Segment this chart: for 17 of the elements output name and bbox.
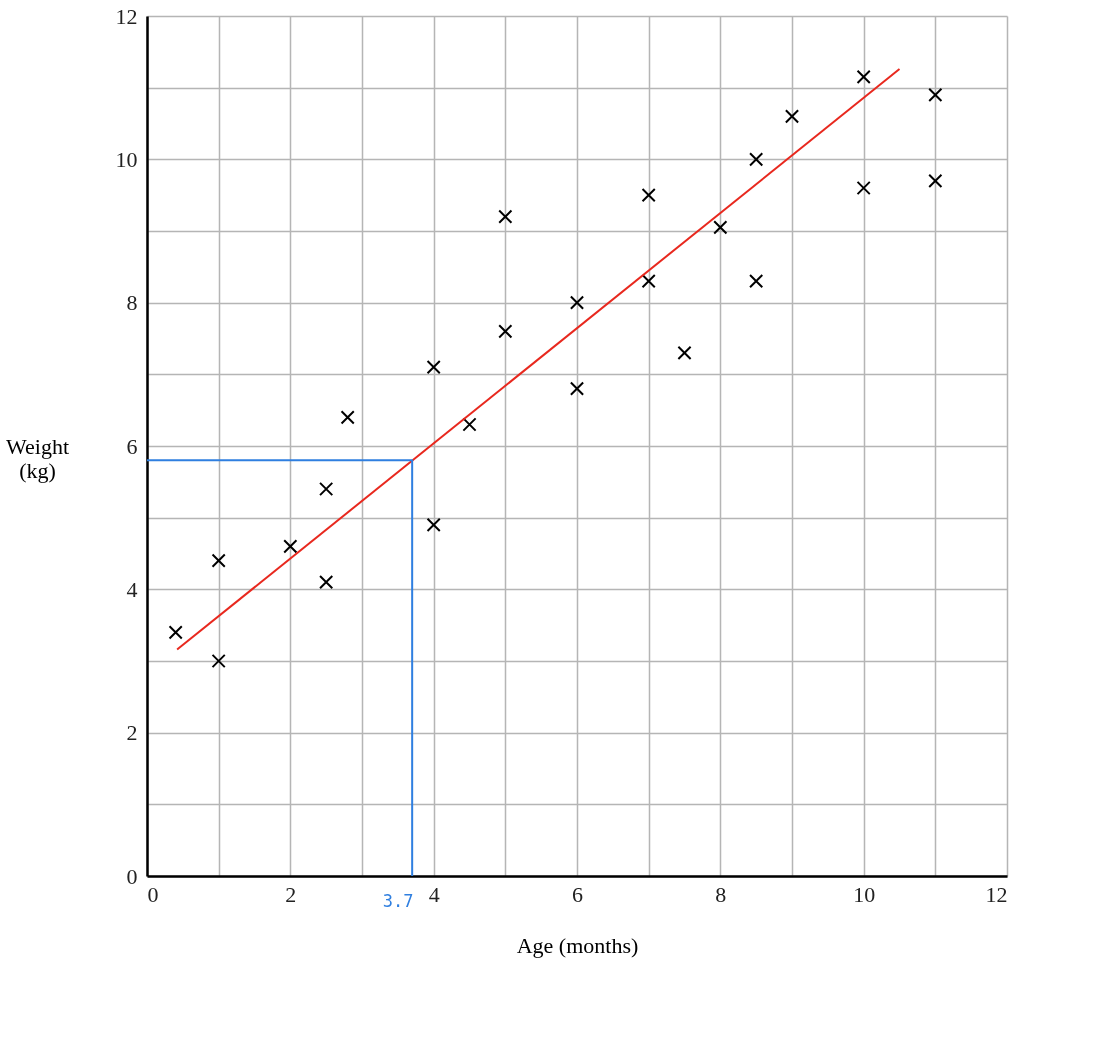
x-tick-label: 0 xyxy=(147,881,159,907)
x-tick-label: 12 xyxy=(985,881,1008,907)
y-tick-label: 2 xyxy=(126,720,138,746)
y-tick-label: 4 xyxy=(126,576,138,602)
annotation: 3.7 xyxy=(382,891,414,911)
y-tick-label: 0 xyxy=(126,863,138,889)
x-axis-title: Age (months) xyxy=(516,932,639,958)
x-tick-label: 2 xyxy=(285,881,297,907)
y-tick-label: 10 xyxy=(115,146,138,172)
x-tick-label: 6 xyxy=(572,881,583,907)
x-tick-label: 10 xyxy=(853,881,876,907)
y-tick-label: 12 xyxy=(115,3,138,29)
y-axis-title: Weight (kg) xyxy=(6,433,69,483)
y-tick-label: 6 xyxy=(126,433,138,459)
y-tick-label: 8 xyxy=(126,290,138,316)
x-tick-label: 4 xyxy=(428,881,440,907)
x-tick-label: 8 xyxy=(715,881,727,907)
